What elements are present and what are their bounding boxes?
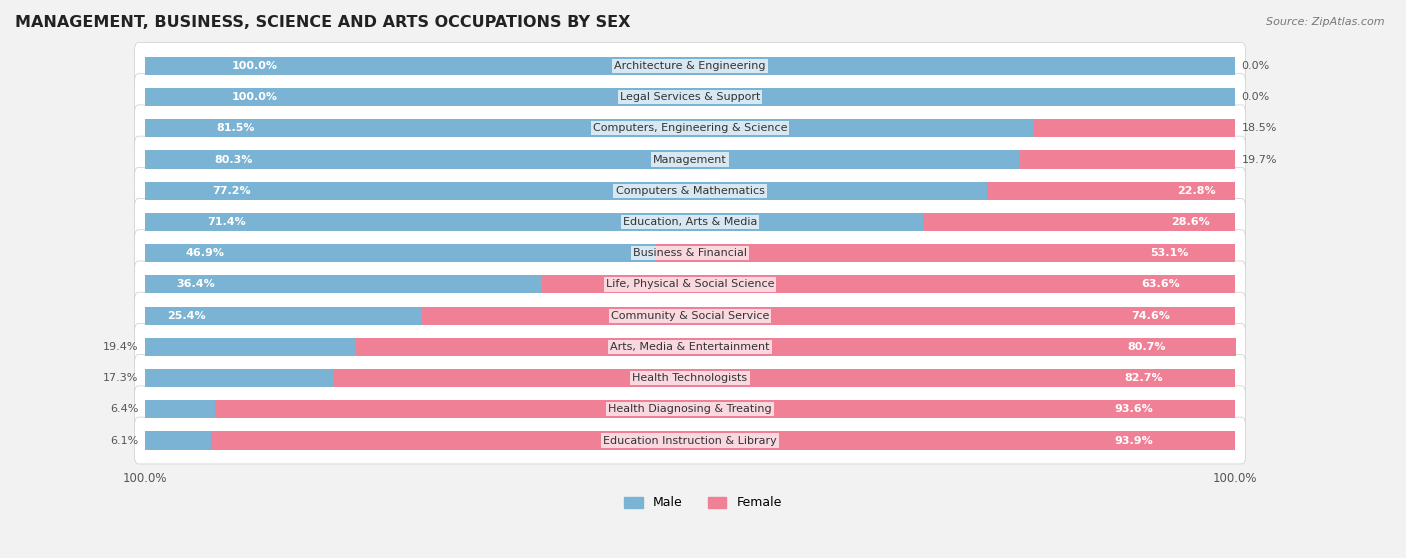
Text: MANAGEMENT, BUSINESS, SCIENCE AND ARTS OCCUPATIONS BY SEX: MANAGEMENT, BUSINESS, SCIENCE AND ARTS O… — [15, 15, 630, 30]
FancyBboxPatch shape — [135, 230, 1246, 277]
Text: 19.7%: 19.7% — [1241, 155, 1277, 165]
Text: 19.4%: 19.4% — [103, 342, 138, 352]
Bar — [145, 275, 541, 294]
FancyBboxPatch shape — [135, 292, 1246, 339]
Text: Arts, Media & Entertainment: Arts, Media & Entertainment — [610, 342, 769, 352]
Text: 18.5%: 18.5% — [1241, 123, 1277, 133]
FancyBboxPatch shape — [135, 417, 1246, 464]
Text: Computers & Mathematics: Computers & Mathematics — [616, 186, 765, 196]
Text: Health Diagnosing & Treating: Health Diagnosing & Treating — [609, 405, 772, 414]
Bar — [1033, 119, 1236, 137]
Text: Community & Social Service: Community & Social Service — [610, 311, 769, 321]
Text: 0.0%: 0.0% — [1241, 61, 1270, 71]
Text: Education, Arts & Media: Education, Arts & Media — [623, 217, 758, 227]
Text: 46.9%: 46.9% — [186, 248, 225, 258]
Bar — [145, 244, 657, 262]
Bar — [145, 431, 211, 450]
Text: 81.5%: 81.5% — [217, 123, 254, 133]
Bar — [924, 213, 1236, 231]
Bar — [145, 119, 1033, 137]
FancyBboxPatch shape — [135, 136, 1246, 183]
Text: Life, Physical & Social Science: Life, Physical & Social Science — [606, 280, 775, 290]
Text: 28.6%: 28.6% — [1171, 217, 1211, 227]
Text: 0.0%: 0.0% — [1241, 92, 1270, 102]
Text: 71.4%: 71.4% — [207, 217, 246, 227]
Bar — [541, 275, 1236, 294]
FancyBboxPatch shape — [135, 167, 1246, 214]
Bar — [145, 369, 333, 387]
FancyBboxPatch shape — [135, 355, 1246, 402]
Bar — [657, 244, 1236, 262]
Bar — [145, 338, 356, 356]
Text: Source: ZipAtlas.com: Source: ZipAtlas.com — [1267, 17, 1385, 27]
Text: 63.6%: 63.6% — [1142, 280, 1180, 290]
Text: 93.9%: 93.9% — [1115, 435, 1153, 445]
FancyBboxPatch shape — [135, 386, 1246, 432]
Text: 17.3%: 17.3% — [103, 373, 138, 383]
Bar — [145, 151, 1021, 169]
Text: 77.2%: 77.2% — [212, 186, 250, 196]
Bar — [211, 431, 1236, 450]
Bar — [145, 306, 422, 325]
FancyBboxPatch shape — [135, 199, 1246, 246]
Text: 53.1%: 53.1% — [1150, 248, 1189, 258]
FancyBboxPatch shape — [135, 74, 1246, 121]
Legend: Male, Female: Male, Female — [619, 492, 787, 514]
Text: 74.6%: 74.6% — [1132, 311, 1170, 321]
Text: 93.6%: 93.6% — [1115, 405, 1153, 414]
Bar — [145, 182, 987, 200]
Bar — [1021, 151, 1236, 169]
Text: 80.7%: 80.7% — [1128, 342, 1166, 352]
FancyBboxPatch shape — [135, 261, 1246, 308]
FancyBboxPatch shape — [135, 42, 1246, 89]
Text: Business & Financial: Business & Financial — [633, 248, 747, 258]
Bar — [987, 182, 1236, 200]
Text: Management: Management — [654, 155, 727, 165]
Bar — [145, 88, 1236, 106]
Text: 25.4%: 25.4% — [167, 311, 205, 321]
Text: Computers, Engineering & Science: Computers, Engineering & Science — [593, 123, 787, 133]
Bar — [215, 400, 1236, 418]
Text: 80.3%: 80.3% — [215, 155, 253, 165]
Text: Health Technologists: Health Technologists — [633, 373, 748, 383]
Text: Legal Services & Support: Legal Services & Support — [620, 92, 761, 102]
FancyBboxPatch shape — [135, 324, 1246, 371]
Text: 22.8%: 22.8% — [1177, 186, 1215, 196]
Bar — [145, 57, 1236, 75]
Text: 6.1%: 6.1% — [110, 435, 138, 445]
Text: 36.4%: 36.4% — [177, 280, 215, 290]
Bar — [145, 213, 924, 231]
Text: Education Instruction & Library: Education Instruction & Library — [603, 435, 778, 445]
Bar — [333, 369, 1236, 387]
Text: Architecture & Engineering: Architecture & Engineering — [614, 61, 766, 71]
Text: 82.7%: 82.7% — [1125, 373, 1163, 383]
Text: 100.0%: 100.0% — [232, 61, 278, 71]
Text: 6.4%: 6.4% — [110, 405, 138, 414]
Bar — [422, 306, 1236, 325]
Bar — [356, 338, 1236, 356]
Bar — [145, 400, 215, 418]
Text: 100.0%: 100.0% — [232, 92, 278, 102]
FancyBboxPatch shape — [135, 105, 1246, 152]
